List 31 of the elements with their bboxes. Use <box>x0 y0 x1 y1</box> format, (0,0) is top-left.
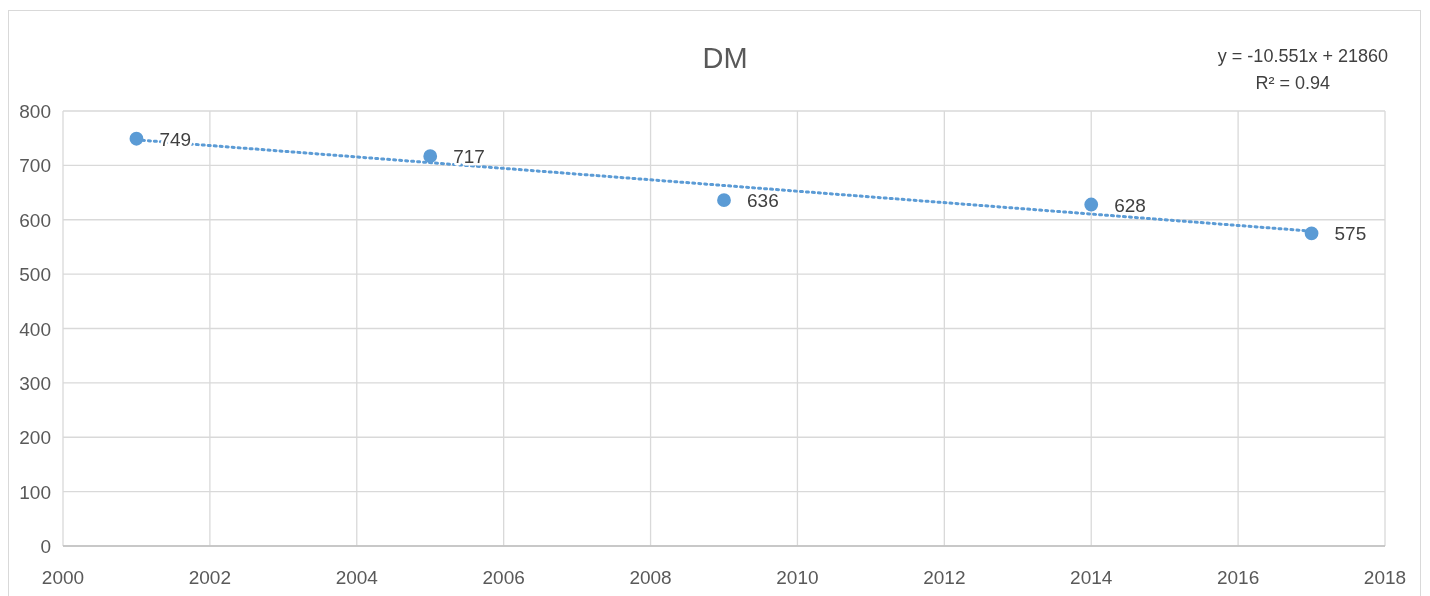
point <box>1084 197 1099 212</box>
text: y = -10.551x + 21860 <box>1217 46 1388 66</box>
x-tick-label: 2002 <box>188 567 232 588</box>
y-tick-label: 100 <box>19 481 51 503</box>
y-tick-label: 800 <box>19 101 51 122</box>
data-label: 717 <box>453 146 485 168</box>
x-tick-label: 2018 <box>1363 567 1407 588</box>
x-tick-label: 2014 <box>1070 567 1113 588</box>
y-tick-label: 700 <box>19 155 51 177</box>
x-tick-label: 2006 <box>482 567 525 588</box>
data-label: 636 <box>747 190 779 212</box>
x-tick-label: 2000 <box>41 567 85 588</box>
data-label: 628 <box>1114 194 1146 216</box>
point <box>129 131 144 146</box>
y-tick-label: 0 <box>40 536 51 557</box>
point <box>423 149 438 164</box>
x-tick-label: 2008 <box>629 567 672 588</box>
x-tick-label: 2012 <box>923 567 966 588</box>
y-tick-label: 400 <box>19 318 51 340</box>
point <box>1304 226 1319 241</box>
y-tick-label: 300 <box>19 372 51 394</box>
text: R² = 0.94 <box>1255 73 1330 93</box>
chart-title: DM <box>702 42 748 74</box>
x-tick-label: 2010 <box>776 567 819 588</box>
x-tick-label: 2004 <box>335 567 379 588</box>
y-tick-label: 500 <box>19 264 51 286</box>
y-tick-label: 200 <box>19 427 51 449</box>
point <box>717 193 731 208</box>
data-label: 575 <box>1334 223 1367 245</box>
y-tick-label: 600 <box>19 209 51 231</box>
x-tick-label: 2016 <box>1216 567 1260 588</box>
